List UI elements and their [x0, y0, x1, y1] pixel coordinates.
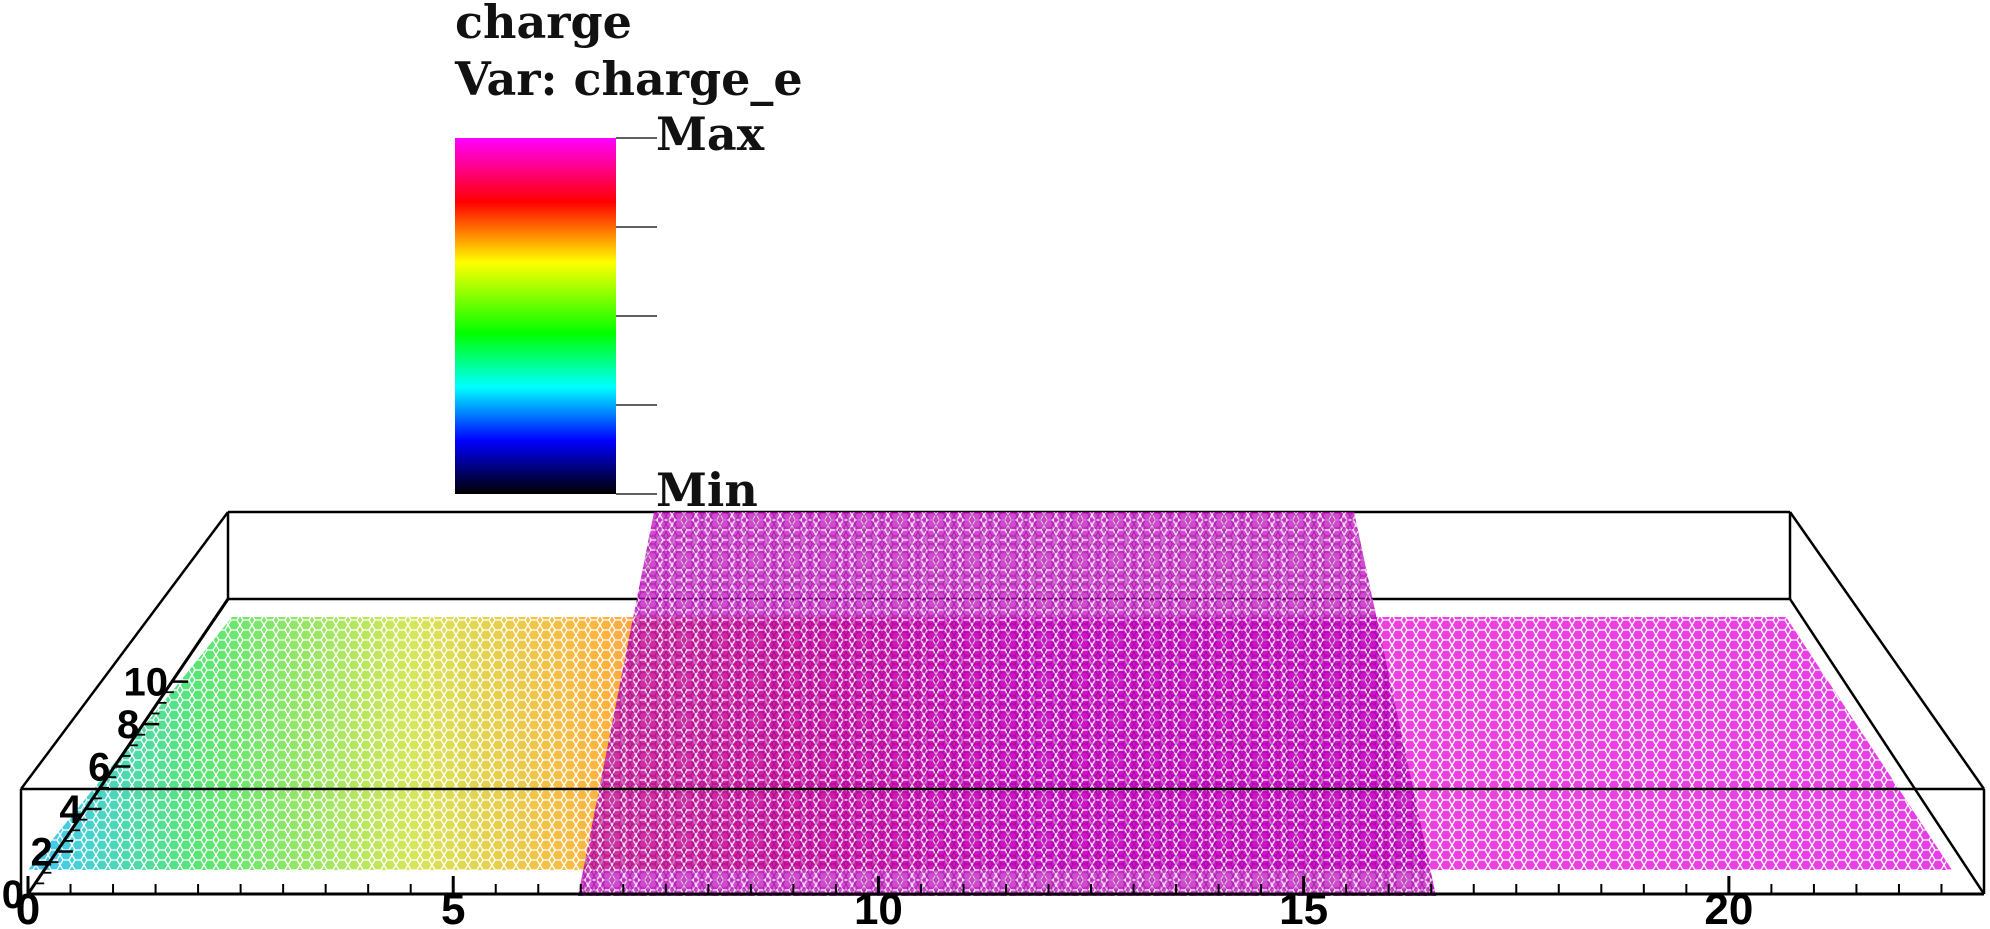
y-axis-line — [26, 598, 230, 895]
colorbar — [455, 138, 616, 494]
colorbar-ticks — [616, 137, 657, 495]
lattice-overlay-sheet — [578, 512, 1436, 896]
x-axis: 0 5 10 15 20 — [16, 876, 1985, 929]
x-tick-label: 15 — [1279, 885, 1328, 929]
colorbar-legend: charge Var: charge_e Max Min — [454, 0, 803, 517]
y-tick-label: 4 — [59, 788, 82, 832]
x-tick-label: 20 — [1704, 885, 1753, 929]
y-tick-label: 0 — [2, 873, 24, 917]
y-tick-label: 2 — [31, 831, 53, 875]
y-tick-label: 6 — [88, 746, 110, 790]
legend-max-label: Max — [656, 107, 765, 161]
legend-title: charge — [455, 0, 632, 49]
y-tick-label: 8 — [117, 703, 139, 747]
legend-min-label: Min — [656, 463, 758, 517]
y-tick-label: 10 — [124, 661, 169, 705]
legend-variable-label: Var: charge_e — [454, 52, 803, 106]
x-tick-label: 10 — [854, 885, 903, 929]
x-tick-label: 5 — [441, 885, 465, 929]
